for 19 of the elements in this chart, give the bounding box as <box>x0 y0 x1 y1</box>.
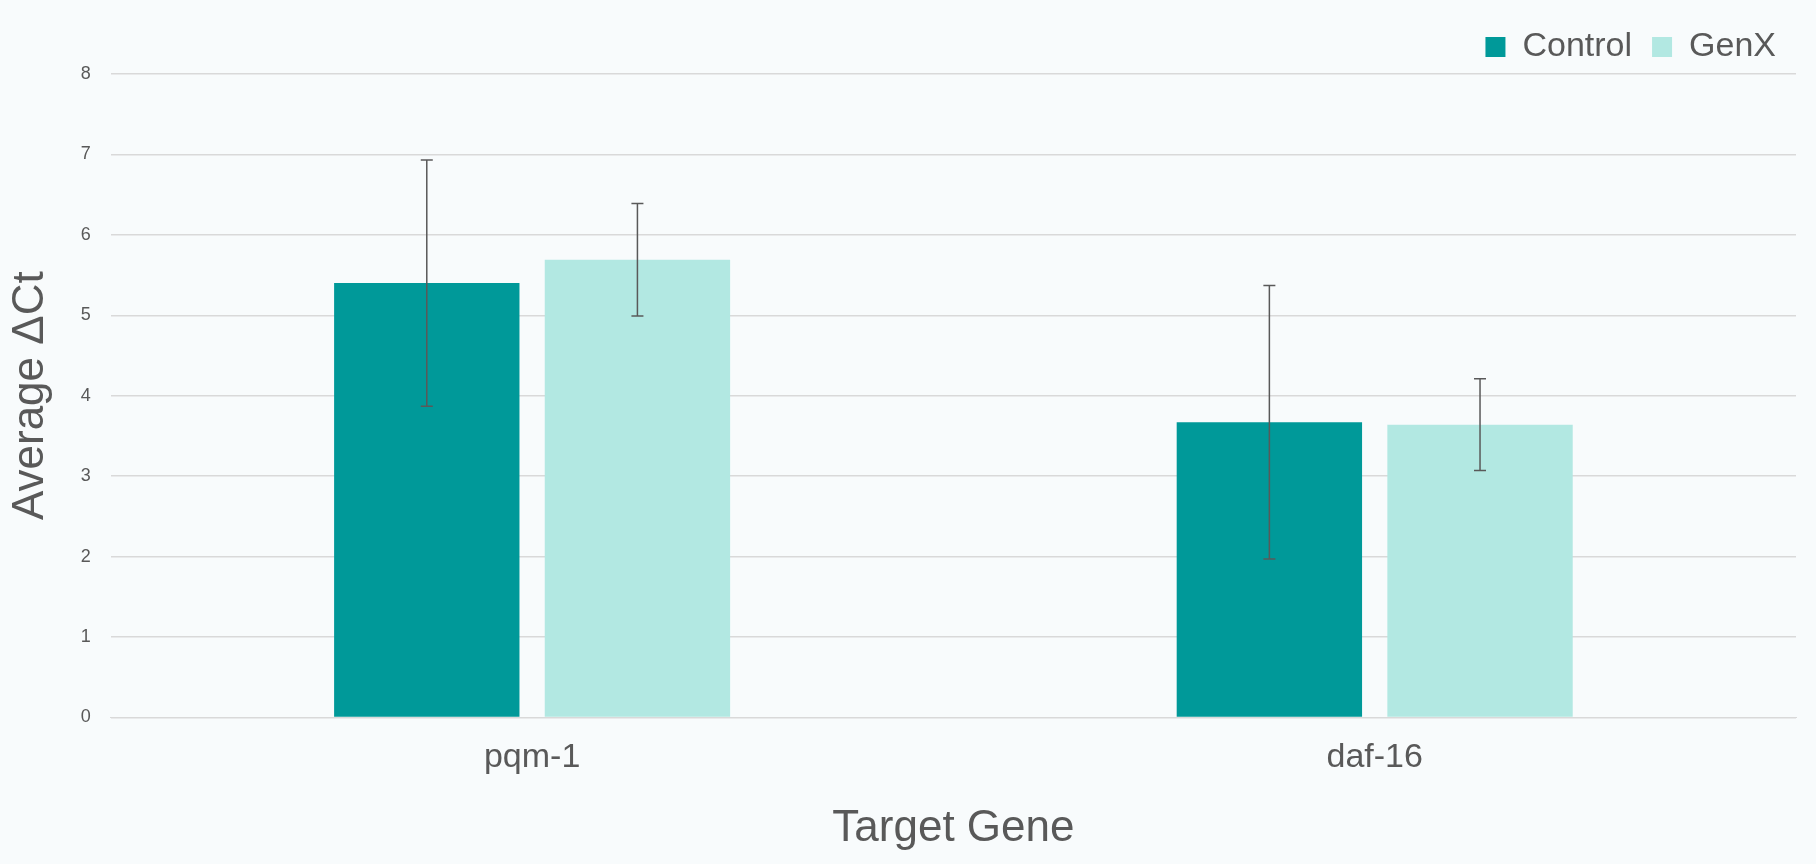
y-tick-label: 8 <box>80 62 91 83</box>
bar <box>544 259 731 717</box>
y-tick-label: 6 <box>80 223 91 244</box>
y-tick-label: 1 <box>80 625 91 646</box>
x-tick-label: daf-16 <box>1326 736 1423 775</box>
x-tick-label: pqm-1 <box>483 736 581 775</box>
x-axis-title: Target Gene <box>832 800 1075 850</box>
bar <box>1176 422 1363 717</box>
y-tick-label: 7 <box>80 143 91 164</box>
y-tick-label: 0 <box>80 706 91 727</box>
bar <box>1387 424 1573 717</box>
y-tick-label: 2 <box>80 545 91 566</box>
y-tick-label: 4 <box>80 384 91 405</box>
legend-label: Control <box>1522 25 1633 64</box>
y-tick-label: 5 <box>80 304 91 325</box>
y-axis-title: Average ΔCt <box>2 271 52 521</box>
y-tick-label: 3 <box>80 465 91 486</box>
legend-label: GenX <box>1689 25 1777 64</box>
bar <box>334 283 520 717</box>
